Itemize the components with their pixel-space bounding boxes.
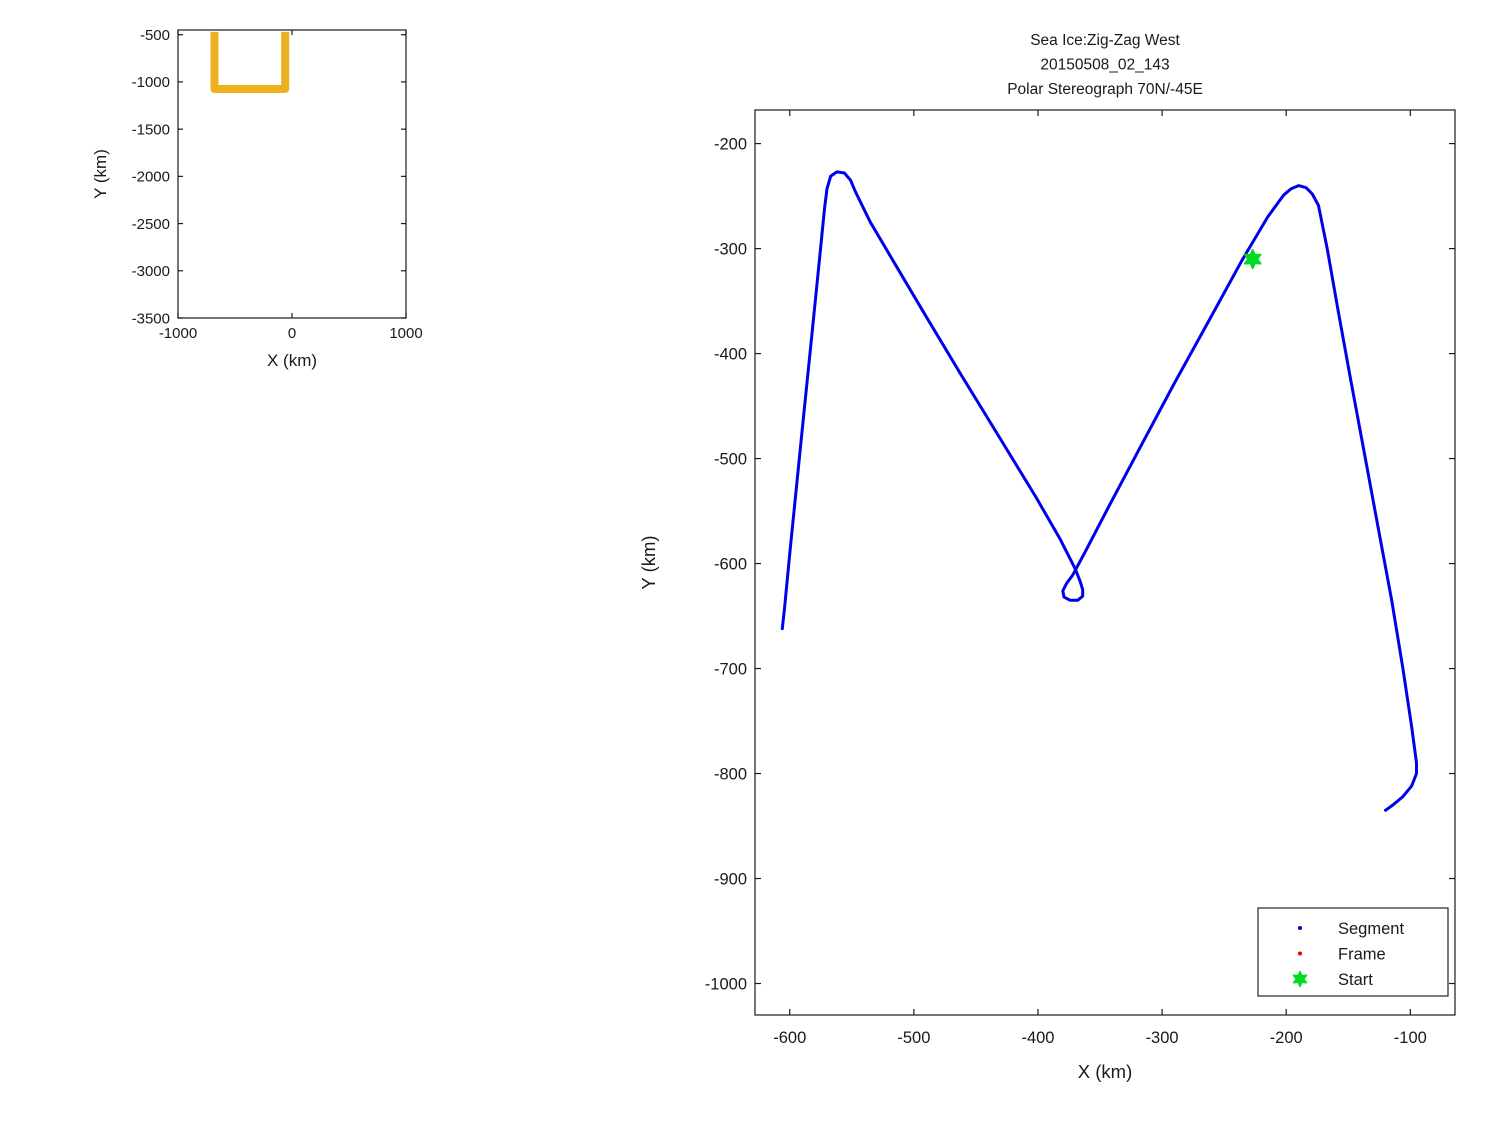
- y-tick-label: -1000: [705, 975, 747, 993]
- y-tick-label: -1000: [132, 74, 170, 91]
- y-axis-label: Y (km): [91, 149, 110, 199]
- y-tick-label: -300: [714, 240, 747, 258]
- y-tick-label: -700: [714, 660, 747, 678]
- x-tick-label: -200: [1270, 1029, 1303, 1047]
- x-tick-label: -600: [773, 1029, 806, 1047]
- segment-track: [780, 170, 1418, 812]
- y-tick-label: -500: [140, 27, 170, 44]
- y-tick-label: -600: [714, 555, 747, 573]
- x-axis-label: X (km): [1078, 1061, 1132, 1082]
- y-tick-label: -400: [714, 345, 747, 363]
- y-axis-label: Y (km): [638, 535, 659, 589]
- y-tick-label: -2000: [132, 169, 170, 186]
- legend-marker-frame-dot-icon: [1298, 951, 1302, 956]
- y-tick-label: -3500: [132, 310, 170, 327]
- x-tick-label: -500: [897, 1029, 930, 1047]
- x-tick-label: -400: [1021, 1029, 1054, 1047]
- chart-title-line: 20150508_02_143: [1040, 57, 1169, 74]
- y-tick-label: -200: [714, 135, 747, 153]
- y-tick-label: -3000: [132, 263, 170, 280]
- y-tick-label: -900: [714, 870, 747, 888]
- start-marker: [1243, 249, 1262, 270]
- survey-region-outline: [210, 31, 290, 93]
- overview-map-chart: -1000 0 1000 -500 -1000 -1500 -2000 -2500 -3000 -…: [91, 27, 423, 370]
- legend: Segment Frame Start: [1257, 907, 1449, 997]
- x-tick-label: 1000: [389, 325, 422, 342]
- legend-marker-start-star-icon: [1292, 970, 1308, 988]
- legend-label: Segment: [1338, 920, 1404, 938]
- legend-label: Frame: [1338, 945, 1386, 963]
- chart-title-line: Sea Ice:Zig-Zag West: [1030, 32, 1180, 49]
- x-tick-label: -300: [1146, 1029, 1179, 1047]
- chart-title-line: Polar Stereograph 70N/-45E: [1007, 81, 1203, 98]
- y-tick-label: -500: [714, 450, 747, 468]
- legend-label: Start: [1338, 971, 1373, 989]
- legend-box: [1257, 907, 1449, 997]
- y-tick-label: -800: [714, 765, 747, 783]
- plot-box: [754, 109, 1456, 1016]
- x-axis-label: X (km): [267, 351, 317, 370]
- y-tick-label: -2500: [132, 216, 170, 233]
- flight-track-chart: -600 -500 -400 -300 -200 -100 -200 -300 -400 -500…: [638, 32, 1456, 1082]
- x-tick-label: 0: [288, 325, 296, 342]
- x-tick-label: -1000: [159, 325, 197, 342]
- x-tick-label: -100: [1394, 1029, 1427, 1047]
- y-tick-label: -1500: [132, 121, 170, 138]
- legend-marker-segment-dot-icon: [1298, 926, 1302, 930]
